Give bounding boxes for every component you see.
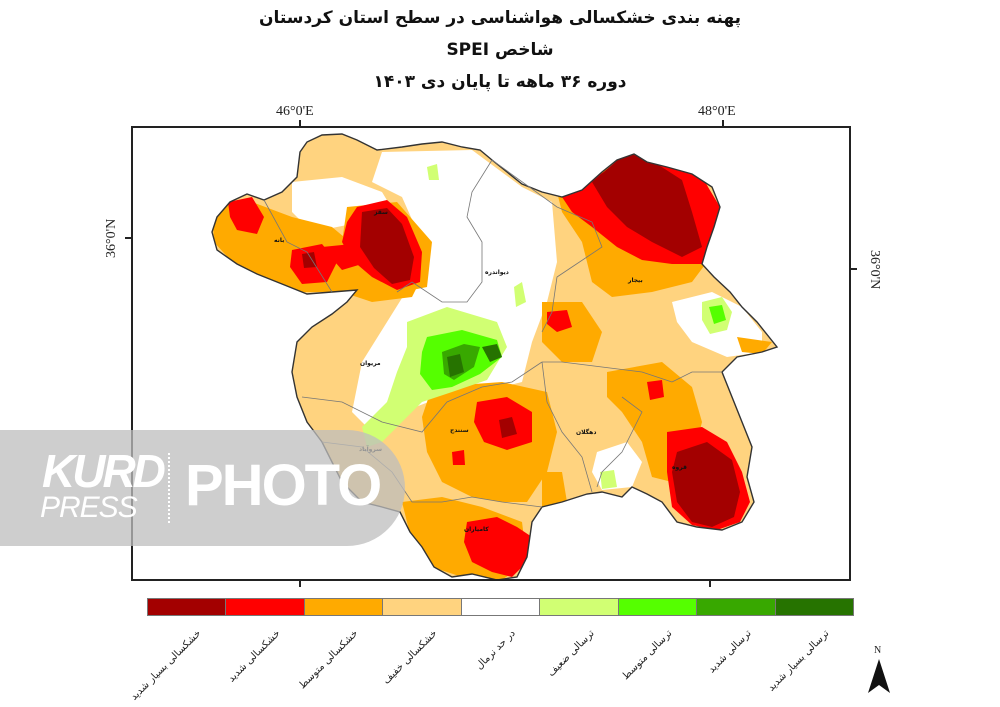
- legend-swatch-moderate-drought: [304, 599, 384, 615]
- north-label: N: [874, 645, 882, 656]
- city-kamyaran: کامیاران: [464, 526, 489, 533]
- watermark-photo: PHOTO: [185, 453, 382, 518]
- city-qorveh: قروه: [672, 464, 687, 471]
- map-subtitle-index: شاخص SPEI: [446, 40, 554, 60]
- legend-swatch-severe-wet: [697, 599, 776, 615]
- legend-swatch-severe-drought: [226, 599, 305, 615]
- lat-label-left: 36°0'N: [104, 218, 119, 258]
- city-dehgolan: دهگلان: [576, 428, 596, 436]
- legend-swatch-extreme-wet: [775, 599, 853, 615]
- legend-label-mild-drought: خشکسالی خفیف: [381, 628, 440, 687]
- legend-swatch-normal: [461, 599, 541, 615]
- lon-label-48: 48°0'E: [698, 104, 736, 119]
- watermark-separator: [168, 453, 170, 523]
- legend-colorbar: [147, 598, 854, 616]
- map-title: پهنه بندی خشکسالی هواشناسی در سطح استان …: [258, 8, 742, 28]
- legend-label-extreme-wet: ترسالی بسیار شدید: [766, 628, 832, 694]
- north-arrow-icon: [868, 659, 890, 693]
- tick-right-36: [850, 268, 857, 270]
- lon-label-46: 46°0'E: [276, 104, 314, 119]
- watermark-brand-press: PRESS: [40, 491, 138, 524]
- tick-bottom-48: [709, 580, 711, 587]
- legend-swatch-moderate-wet: [618, 599, 698, 615]
- lat-label-right: 36°0'N: [867, 250, 882, 290]
- legend-label-moderate-drought: خشکسالی متوسط: [297, 628, 361, 692]
- map-subtitle-period: دوره ۳۶ ماهه تا پایان دی ۱۴۰۳: [373, 72, 627, 92]
- watermark-brand-kurd: KURD: [42, 445, 166, 497]
- legend-label-extreme-drought: خشکسالی بسیار شدید: [129, 628, 204, 703]
- tick-top-48: [722, 120, 724, 127]
- legend-label-weak-wet: ترسالی ضعیف: [545, 628, 597, 679]
- legend-label-normal: در حد نرمال: [473, 628, 518, 672]
- tick-top-46: [299, 120, 301, 127]
- watermark-banner: [0, 430, 405, 546]
- city-divandarreh: دیواندره: [485, 269, 509, 276]
- tick-left-36: [125, 237, 132, 239]
- legend-label-moderate-wet: ترسالی متوسط: [620, 628, 675, 683]
- city-sanandaj: سنندج: [450, 427, 469, 434]
- legend-swatch-extreme-drought: [148, 599, 227, 615]
- city-saqqez: سقز: [373, 209, 388, 216]
- legend-swatch-mild-drought: [383, 599, 462, 615]
- tick-bottom-46: [299, 580, 301, 587]
- city-bijar: بیجار: [627, 277, 643, 284]
- legend-swatch-weak-wet: [540, 599, 619, 615]
- legend-label-severe-wet: ترسالی شدید: [706, 628, 754, 676]
- legend-label-severe-drought: خشکسالی شدید: [226, 628, 283, 685]
- city-baneh: بانه: [274, 237, 284, 244]
- city-marivan: مریوان: [360, 360, 381, 367]
